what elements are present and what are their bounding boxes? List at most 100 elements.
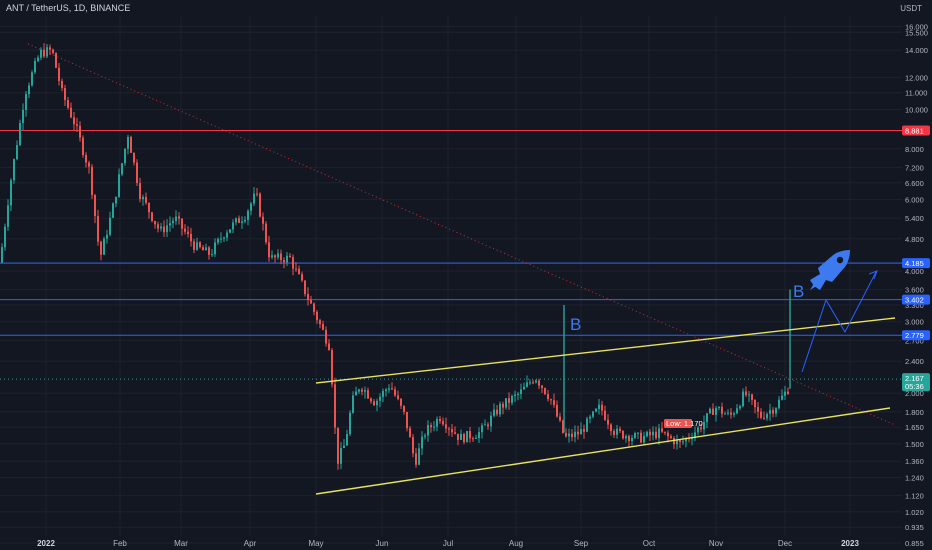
candle-body [226, 232, 228, 238]
candle-body [697, 427, 699, 433]
candle-body [301, 274, 303, 281]
candle-body [427, 425, 429, 436]
candle-body [169, 223, 171, 226]
candle-body [406, 411, 408, 429]
candle-body [457, 433, 459, 440]
candle-body [745, 391, 747, 396]
candle-body [121, 163, 123, 175]
level-price-label: 3.402 [905, 296, 924, 305]
price-tick-label: 6.600 [905, 179, 924, 188]
candle-body [394, 389, 396, 396]
candle-body [466, 430, 468, 443]
candle-body [571, 433, 573, 438]
candle-body [685, 438, 687, 442]
candle-body [652, 431, 654, 436]
candle-body [529, 382, 531, 384]
price-tick-label: 7.200 [905, 163, 924, 172]
candle-body [694, 432, 696, 439]
projection-arrowhead [868, 270, 878, 280]
candle-body [451, 429, 453, 433]
candle-body [655, 431, 657, 438]
horizontal-levels [0, 129, 902, 380]
time-tick-label: Apr [244, 539, 257, 548]
candle-body [382, 391, 384, 397]
candle-body [490, 415, 492, 427]
candle-body [397, 395, 399, 399]
candle-body [247, 210, 249, 220]
candle-body [298, 268, 300, 275]
candle-body [631, 437, 633, 442]
time-tick-label: Sep [574, 539, 589, 548]
candle-body [487, 424, 489, 427]
candle-body [145, 196, 147, 203]
candle-body [592, 411, 594, 417]
candle-body [517, 393, 519, 395]
price-tick-label: 0.855 [905, 539, 924, 548]
candle-body [679, 440, 681, 442]
candle-body [595, 408, 597, 412]
candle-body [160, 226, 162, 229]
candle-body [187, 231, 189, 234]
level-price-tag [902, 294, 930, 305]
candle-body [532, 382, 534, 384]
candle-body [271, 255, 273, 258]
candle-body [514, 394, 516, 396]
time-axis[interactable]: 2022 Feb Mar Apr May Jun Jul Aug Sep Oct Nov Dec 202… [37, 539, 859, 548]
candle-body [319, 320, 321, 325]
candle-body [475, 438, 477, 440]
candle-body [241, 221, 243, 223]
candle-body [334, 384, 336, 428]
candle-body [739, 406, 741, 409]
candle-body [343, 445, 345, 449]
time-tick-label: Feb [113, 539, 127, 548]
candle-body [559, 416, 561, 421]
candle-body [601, 404, 603, 411]
downtrend-line [27, 43, 896, 426]
candle-body [583, 429, 585, 432]
candle-body [691, 438, 693, 440]
candle-body [259, 193, 261, 217]
annotations: B B Low: 1.170 [570, 282, 804, 428]
candle-body [535, 380, 537, 383]
candle-body [502, 403, 504, 408]
candle-body [421, 436, 423, 449]
candle-body [478, 432, 480, 439]
candle-body [547, 394, 549, 400]
candle-body [622, 430, 624, 439]
candle-body [661, 428, 663, 432]
channel-lower-line [315, 407, 891, 495]
candle-body [358, 389, 360, 392]
candle-body [136, 162, 138, 184]
candle-body [481, 425, 483, 433]
candle-body [337, 427, 339, 464]
candle-body [310, 299, 312, 304]
time-tick-label: 2023 [841, 539, 859, 548]
candle-body [754, 399, 756, 408]
candle-body [742, 391, 744, 407]
candle-body [163, 226, 165, 233]
candle-body [82, 137, 84, 156]
candle-body [28, 85, 30, 95]
candle-body [85, 155, 87, 163]
level-price-label: 2.779 [905, 331, 924, 340]
candle-body [658, 428, 660, 438]
candle-body [409, 428, 411, 438]
candle-body [346, 434, 348, 446]
candle-body [493, 409, 495, 416]
candle-body [34, 61, 36, 73]
candle-body [283, 260, 285, 263]
price-tick-label: 3.300 [905, 301, 924, 310]
candle-body [37, 57, 39, 62]
candle-body [436, 418, 438, 427]
candle-body [205, 247, 207, 251]
candle-body [79, 125, 81, 138]
candle-body [550, 399, 552, 401]
candle-body [643, 436, 645, 443]
candle-body [505, 398, 507, 408]
price-tick-label: 2.000 [905, 389, 924, 398]
candle-body [670, 436, 672, 439]
candle-body [526, 382, 528, 387]
candle-body [181, 218, 183, 229]
